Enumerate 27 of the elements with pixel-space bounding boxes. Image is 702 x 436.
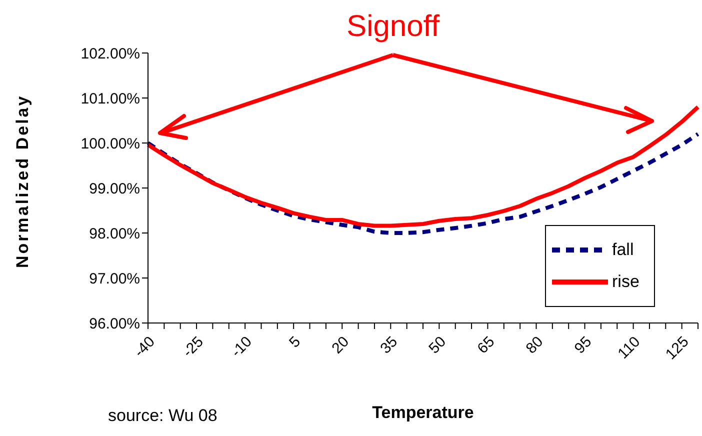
x-tick-label: 50 <box>426 333 450 358</box>
x-tick-label: 95 <box>571 333 596 358</box>
x-tick-label: 125 <box>662 333 692 364</box>
y-tick-label: 100.00% <box>80 135 140 152</box>
x-tick-label: 20 <box>328 333 352 358</box>
y-tick-label: 102.00% <box>80 45 140 62</box>
line-series <box>146 132 700 235</box>
y-tick-label: 97.00% <box>89 270 140 288</box>
x-tick-label: 80 <box>522 333 547 358</box>
y-tick-label: 99.00% <box>89 180 140 198</box>
x-tick-label: 5 <box>286 333 304 352</box>
x-tick-label: -25 <box>180 333 207 361</box>
x-tick-label: 65 <box>474 333 498 358</box>
x-tick-label: -10 <box>228 333 256 361</box>
x-tick-label: 35 <box>377 333 402 358</box>
y-tick-label: 101.00% <box>80 90 140 108</box>
x-axis-title: Temperature <box>372 403 474 422</box>
legend-label: rise <box>612 272 640 292</box>
source-note: source: Wu 08 <box>108 406 218 426</box>
x-tick-label: -40 <box>131 333 158 361</box>
y-tick-label: 96.00% <box>89 315 140 332</box>
y-axis-title: Normalized Delay <box>13 94 32 268</box>
chart-title: Signoff <box>346 10 440 44</box>
x-tick-label: 110 <box>614 333 644 362</box>
y-tick-label: 98.00% <box>89 225 140 242</box>
legend-label: fall <box>612 240 634 260</box>
line-series <box>146 105 700 228</box>
